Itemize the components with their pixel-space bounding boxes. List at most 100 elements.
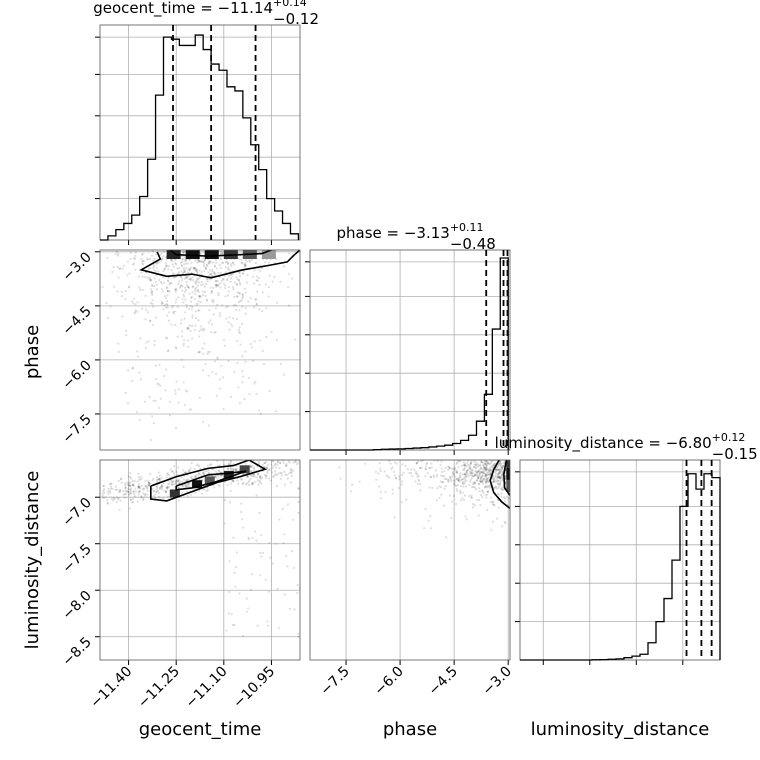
luminosity_distance-vs-phase-point [416, 475, 419, 478]
luminosity_distance-vs-geocent_time-point [144, 479, 147, 483]
phase-vs-geocent_time-point [182, 266, 185, 270]
luminosity_distance-vs-phase-point [475, 461, 478, 464]
phase-vs-geocent_time-point [163, 267, 166, 270]
phase-vs-geocent_time-point [199, 283, 203, 287]
phase-vs-geocent_time-point [199, 260, 202, 263]
luminosity_distance-vs-phase-point [482, 464, 485, 467]
luminosity_distance-vs-geocent_time-point [270, 450, 272, 452]
luminosity_distance-vs-geocent_time-point [282, 461, 285, 464]
phase-vs-geocent_time-point [126, 274, 129, 277]
phase-vs-geocent_time-point [241, 297, 244, 300]
luminosity_distance-vs-geocent_time-point [213, 486, 216, 489]
phase-vs-geocent_time-point [233, 281, 237, 284]
phase-vs-geocent_time-point [165, 306, 168, 309]
luminosity_distance-vs-phase-point [432, 474, 435, 477]
luminosity_distance-vs-phase-point [402, 471, 405, 474]
phase-vs-geocent_time-point [158, 278, 161, 282]
luminosity_distance-vs-geocent_time-point [250, 482, 253, 486]
luminosity_distance-vs-geocent_time-tail-point [247, 536, 250, 539]
phase-vs-geocent_time-point [175, 263, 178, 266]
luminosity_distance-vs-geocent_time-tail-point [228, 590, 231, 594]
luminosity_distance-vs-phase-point [496, 466, 499, 469]
luminosity_distance-vs-phase-point [467, 422, 469, 424]
luminosity_distance-vs-phase-point [501, 473, 504, 477]
phase-vs-geocent_time-point [213, 265, 217, 268]
luminosity_distance-vs-geocent_time-point [197, 463, 200, 466]
phase-vs-geocent_time-point [191, 337, 194, 340]
luminosity_distance-vs-phase-point [455, 471, 458, 474]
phase-vs-geocent_time-point [196, 284, 200, 287]
luminosity_distance-vs-geocent_time-point [231, 468, 234, 471]
phase-vs-geocent_time-point [180, 279, 183, 282]
luminosity_distance-vs-geocent_time-point [199, 467, 202, 470]
luminosity_distance-vs-phase-point [497, 475, 500, 479]
luminosity_distance-vs-phase-point [390, 455, 392, 457]
luminosity_distance-vs-phase-point [444, 458, 446, 460]
luminosity_distance-vs-phase-point [412, 451, 414, 453]
phase-vs-geocent_time-point [163, 268, 166, 271]
luminosity_distance-vs-phase-point [501, 452, 503, 454]
luminosity_distance-vs-phase-point [484, 473, 487, 477]
luminosity_distance-vs-geocent_time-point [198, 472, 201, 475]
luminosity_distance-vs-phase-point [435, 499, 438, 502]
luminosity_distance-vs-geocent_time-point [181, 491, 184, 494]
phase-vs-geocent_time-point [179, 261, 183, 264]
phase-vs-geocent_time-point [209, 269, 212, 272]
phase-vs-geocent_time-point [149, 319, 152, 323]
luminosity_distance-vs-geocent_time-point [125, 490, 128, 493]
luminosity_distance-vs-geocent_time-point [259, 475, 262, 479]
phase-vs-geocent_time-point [279, 280, 282, 283]
luminosity_distance-vs-geocent_time-point [291, 469, 294, 472]
luminosity_distance-vs-geocent_time-point [201, 488, 205, 491]
phase-vs-geocent_time-point [164, 262, 167, 265]
phase-vs-geocent_time-point [134, 268, 137, 271]
luminosity_distance-vs-phase-point [391, 466, 394, 469]
luminosity_distance-vs-geocent_time-point [290, 456, 292, 458]
luminosity_distance-vs-phase-point [441, 480, 445, 484]
luminosity_distance-vs-phase-point [489, 461, 493, 464]
phase-vs-geocent_time-point [218, 387, 221, 390]
luminosity_distance-vs-geocent_time-tail-point [255, 494, 258, 497]
phase-vs-geocent_time-point [247, 376, 251, 380]
luminosity_distance-vs-geocent_time-point [142, 498, 145, 502]
luminosity_distance-vs-phase-point [499, 474, 502, 478]
phase-vs-geocent_time-point [236, 277, 239, 281]
phase-vs-geocent_time-point [219, 266, 223, 270]
phase-vs-geocent_time-point [194, 316, 198, 320]
luminosity_distance-vs-phase-point [351, 483, 354, 486]
luminosity_distance-vs-phase-point [485, 481, 488, 484]
luminosity_distance-vs-phase-point [499, 477, 503, 480]
luminosity_distance-vs-phase-point [498, 477, 502, 480]
phase-vs-geocent_time-point [182, 381, 185, 384]
phase-vs-geocent_time-point [172, 265, 175, 268]
luminosity_distance-vs-phase-xtick-label-3: −3.0 [480, 664, 515, 699]
luminosity_distance-vs-phase-point [478, 473, 481, 476]
phase-vs-geocent_time-point [165, 299, 169, 303]
phase-vs-geocent_time-point [170, 281, 173, 285]
phase-vs-geocent_time-point [187, 327, 190, 330]
luminosity_distance-vs-geocent_time-point [108, 489, 111, 493]
phase-vs-geocent_time-point [198, 269, 201, 272]
phase-vs-geocent_time-point [183, 286, 187, 289]
luminosity_distance-vs-phase-point [456, 456, 458, 458]
phase-vs-geocent_time-point [139, 288, 142, 291]
luminosity_distance-vs-phase-point [501, 466, 504, 469]
phase-vs-geocent_time-point [174, 346, 177, 349]
luminosity_distance-vs-phase-point [474, 481, 477, 484]
luminosity_distance-vs-geocent_time-xtick-label-0: −11.40 [87, 664, 135, 712]
luminosity_distance-vs-geocent_time-point [294, 460, 297, 463]
luminosity_distance-vs-geocent_time-point [166, 487, 169, 490]
luminosity_distance-vs-geocent_time-point [128, 493, 131, 496]
phase-vs-geocent_time-ytick-label-1: −4.5 [59, 303, 94, 338]
phase-vs-geocent_time-point [267, 295, 270, 298]
luminosity_distance-vs-phase-point [479, 470, 482, 474]
phase-vs-geocent_time-point [153, 339, 156, 343]
phase-vs-geocent_time-point [182, 295, 186, 298]
phase-vs-geocent_time-point [185, 305, 189, 308]
luminosity_distance-vs-phase-point [484, 472, 487, 476]
luminosity_distance-vs-geocent_time-contour-outer [149, 460, 268, 502]
luminosity_distance-vs-phase-point [397, 486, 400, 490]
luminosity_distance-vs-geocent_time-tail-point [232, 479, 235, 482]
luminosity_distance-vs-geocent_time-point [219, 474, 223, 477]
phase-vs-geocent_time-point [189, 266, 193, 269]
